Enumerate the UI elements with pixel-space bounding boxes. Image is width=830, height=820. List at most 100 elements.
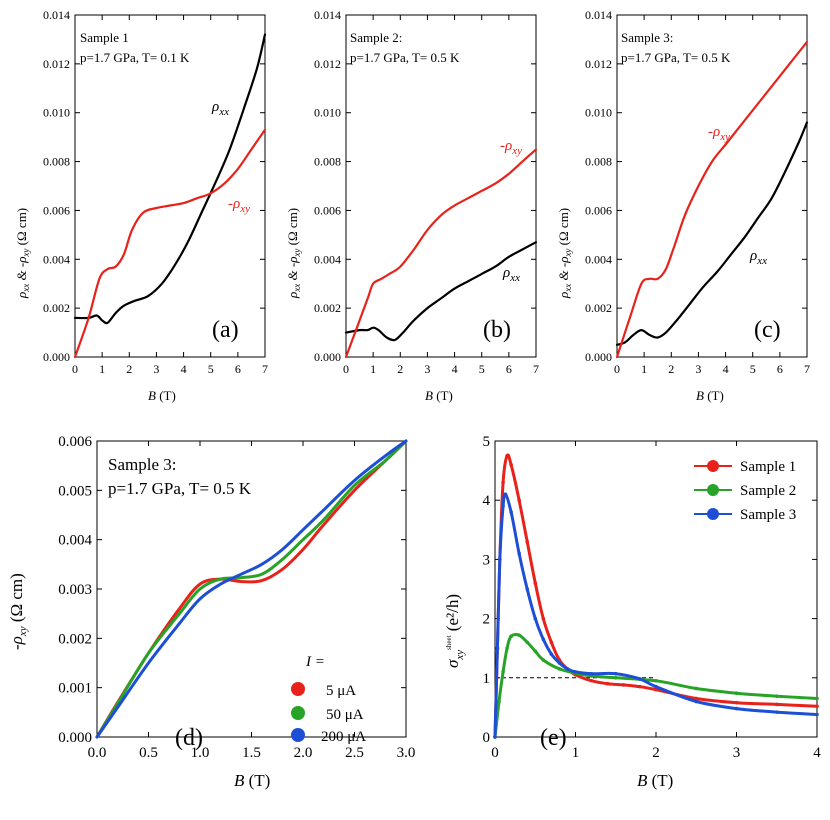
x-tick-label: 2 — [652, 745, 660, 761]
data-point-e-1 — [533, 649, 538, 653]
x-tick-label: 4 — [723, 362, 729, 376]
data-point-e-0 — [533, 581, 538, 585]
data-point-e-1 — [509, 634, 513, 639]
x-tick-label: 5 — [208, 362, 214, 376]
data-point-e-1 — [734, 691, 739, 695]
x-tick-label: 3 — [733, 745, 741, 761]
data-point-e-1 — [541, 658, 546, 662]
y-tick-label: 0.004 — [585, 252, 612, 266]
x-tick-label: 3 — [695, 362, 701, 376]
x-tick-label: 7 — [533, 362, 539, 376]
y-tick-label: 0.010 — [585, 106, 612, 120]
y-tick-label: 0.004 — [58, 533, 92, 549]
x-tick-label: 1 — [99, 362, 105, 376]
x-tick-label: 2 — [397, 362, 403, 376]
data-point-e-2 — [573, 670, 578, 674]
x-tick-label: 1.0 — [191, 745, 210, 761]
panel-d: 0.0 0.5 1.0 1.5 2.0 2.5 3.0 0.0000.0010.0020.0… — [7, 434, 415, 790]
panel-e-x-axis-label: B (T) — [637, 771, 673, 790]
data-point-e-2 — [549, 652, 554, 656]
panel-d-series — [95, 439, 408, 739]
panel-e-y-axis-label: σxysheet (e²/h) — [443, 594, 466, 668]
x-tick-label: 1 — [572, 745, 580, 761]
panel-e-x-ticks: 0 1 2 3 4 — [491, 441, 821, 761]
series-line-b-0 — [344, 241, 538, 342]
x-tick-label: 0.0 — [88, 745, 107, 761]
panel-b-frame — [345, 14, 537, 358]
x-tick-label: 3 — [153, 362, 159, 376]
x-tick-label: 7 — [262, 362, 268, 376]
y-tick-label: 0.002 — [43, 301, 70, 315]
x-tick-label: 4 — [813, 745, 821, 761]
y-tick-label: 0.000 — [585, 350, 612, 364]
panel-d-annotation-line1: Sample 3: — [108, 455, 176, 474]
data-point-e-1 — [654, 678, 658, 683]
x-tick-label: 6 — [777, 362, 783, 376]
data-point-e-1 — [525, 640, 529, 645]
data-point-e-0 — [505, 454, 509, 458]
y-tick-label: 0.000 — [314, 350, 341, 364]
data-point-e-0 — [517, 498, 521, 503]
panel-c-y-ticks: 0.000 0.002 0.004 0.006 0.008 0.010 0.012 0.014 — [585, 8, 807, 364]
panel-c-x-ticks: 0 1 2 3 4 5 6 7 — [614, 15, 810, 376]
data-point-e-2 — [503, 492, 508, 497]
data-point-e-0 — [774, 702, 779, 707]
y-tick-label: 0.010 — [314, 106, 341, 120]
legend-label-sample1: Sample 1 — [740, 459, 796, 475]
panel-a-rhoxx-label: ρxx — [211, 99, 229, 118]
panel-e-y-ticks: 0 1 2 3 4 5 — [483, 434, 817, 746]
y-tick-label: 0.012 — [43, 57, 70, 71]
x-tick-label: 6 — [235, 362, 241, 376]
legend-label-sample3: Sample 3 — [740, 507, 796, 523]
data-point-e-2 — [501, 504, 505, 508]
data-point-e-0 — [622, 683, 626, 687]
y-tick-label: 0.014 — [314, 8, 341, 22]
y-tick-label: 0.004 — [43, 252, 70, 266]
legend-label-200ua: 200 μA — [321, 729, 366, 745]
series-line-d-2 — [95, 439, 408, 739]
legend-marker-sample1 — [707, 460, 719, 472]
x-tick-label: 4 — [181, 362, 187, 376]
y-tick-label: 3 — [483, 552, 491, 568]
data-point-e-0 — [525, 539, 529, 544]
data-point-e-2 — [509, 510, 513, 514]
data-point-e-2 — [654, 684, 658, 689]
y-tick-label: 4 — [483, 493, 491, 509]
y-tick-label: 0.012 — [314, 57, 341, 71]
data-point-e-2 — [734, 706, 739, 711]
y-tick-label: 0.004 — [314, 252, 341, 266]
data-point-e-2 — [495, 646, 500, 650]
data-point-e-1 — [517, 633, 521, 637]
x-tick-label: 5 — [750, 362, 756, 376]
panel-a-rhoxy-label: -ρxy — [228, 196, 250, 215]
y-tick-label: 0.002 — [58, 631, 92, 647]
panel-b-y-axis-label: ρxx & -ρxy (Ω cm) — [285, 208, 302, 299]
data-point-e-1 — [815, 696, 819, 701]
data-point-e-2 — [498, 557, 502, 562]
legend-label-5ua: 5 μA — [326, 683, 356, 699]
x-tick-label: 5 — [479, 362, 485, 376]
data-point-e-2 — [565, 667, 570, 671]
y-tick-label: 0.008 — [43, 155, 70, 169]
x-tick-label: 3.0 — [397, 745, 416, 761]
data-point-e-2 — [517, 551, 521, 556]
x-tick-label: 3 — [424, 362, 430, 376]
panel-c-y-axis-label: ρxx & -ρxy (Ω cm) — [556, 208, 573, 299]
data-point-e-2 — [533, 616, 538, 621]
data-point-e-0 — [815, 704, 819, 709]
series-line-d-1 — [95, 439, 408, 739]
panel-d-y-axis-label: -ρxy (Ω cm) — [7, 573, 29, 650]
panel-e-legend: Sample 1 Sample 2 Sample 3 — [694, 459, 796, 523]
panel-c-annotation-line1: Sample 3: — [621, 30, 673, 45]
y-tick-label: 0.002 — [585, 301, 612, 315]
y-tick-label: 5 — [483, 434, 491, 450]
panel-b-rhoxx-label: ρxx — [502, 265, 520, 284]
x-tick-label: 7 — [804, 362, 810, 376]
legend-marker-sample2 — [707, 484, 719, 496]
y-tick-label: 0.006 — [58, 434, 92, 450]
data-point-e-1 — [774, 694, 779, 698]
panel-a-series — [73, 33, 267, 359]
data-point-e-2 — [589, 671, 594, 676]
